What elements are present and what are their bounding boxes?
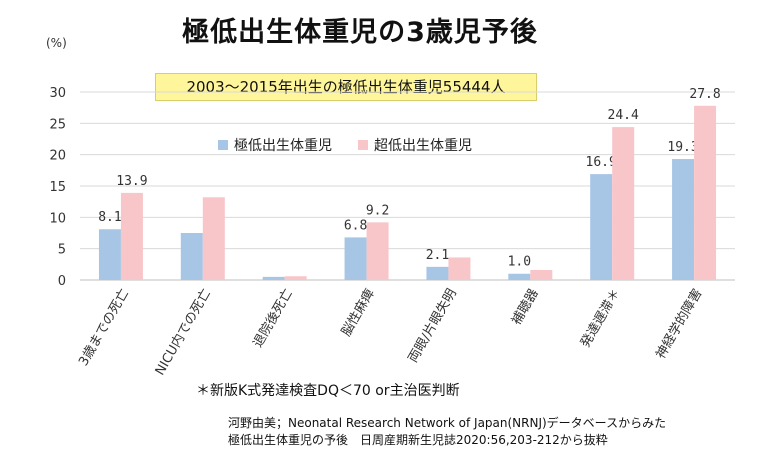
legend-item-series2: 超低出生体重児 [358,135,472,155]
bar-series2 [530,269,553,280]
data-label: 9.2 [366,203,389,218]
chart-title: 極低出生体重児の3歳児予後 [182,17,538,48]
y-tick-label: 20 [49,149,66,164]
data-label: 24.4 [608,108,639,123]
data-label: 6.8 [344,218,367,233]
y-tick-label: 0 [58,274,66,289]
legend-item-series1: 極低出生体重児 [218,135,332,155]
bar-series2 [694,105,717,280]
x-category-label: 両眼/片眼失明 [406,287,460,366]
data-label: 19.3 [667,140,698,155]
bar-series1 [672,159,695,280]
y-tick-label: 30 [49,86,66,101]
data-label: 27.8 [689,87,720,102]
data-label: 1.0 [508,255,531,270]
x-category-label: 退院後死亡 [251,287,296,351]
bar-series2 [366,222,389,280]
bar-series1 [426,266,449,280]
x-category-label: 補聴器 [509,287,541,328]
bar-series1 [508,273,531,280]
bar-series2 [120,192,143,280]
bar-series1 [98,229,121,280]
bar-series1 [262,276,285,280]
x-category-label: 脳性麻痺 [338,286,378,339]
bar-series2 [284,276,307,280]
x-category-label: NICU内での死亡 [152,286,214,378]
y-tick-label: 15 [49,180,66,195]
y-unit-label: (%) [46,36,67,50]
x-category-label: 神経学的障害 [653,286,706,362]
bar-series2 [612,127,635,281]
x-category-label: 発達遅滞＊ [578,287,623,351]
data-label: 8.1 [98,210,121,225]
citation-line-1: 河野由美；Neonatal Research Network of Japan(… [228,416,667,430]
bar-series2 [202,197,225,280]
bar-series1 [180,233,203,280]
citation-line-2: 極低出生体重児の予後 日周産期新生児誌2020:56,203-212から抜粋 [228,433,608,447]
y-tick-label: 25 [49,117,66,132]
y-tick-label: 5 [58,243,66,258]
data-label: 13.9 [116,174,147,189]
citation: 河野由美；Neonatal Research Network of Japan(… [228,415,666,449]
bar-series2 [448,257,471,280]
legend-swatch-series1 [218,140,228,150]
legend-swatch-series2 [358,140,368,150]
x-category-label: 3歳までの死亡 [76,287,132,369]
y-tick-label: 10 [49,211,66,226]
data-label: 2.1 [426,248,449,263]
legend: 極低出生体重児 超低出生体重児 [218,135,472,155]
bar-series1 [590,174,613,280]
data-label: 16.9 [586,155,617,170]
footnote: ＊新版K式発達検査DQ＜70 or主治医判断 [196,383,460,399]
legend-label-series2: 超低出生体重児 [374,138,472,154]
legend-label-series1: 極低出生体重児 [234,138,332,154]
bar-series1 [344,237,367,280]
